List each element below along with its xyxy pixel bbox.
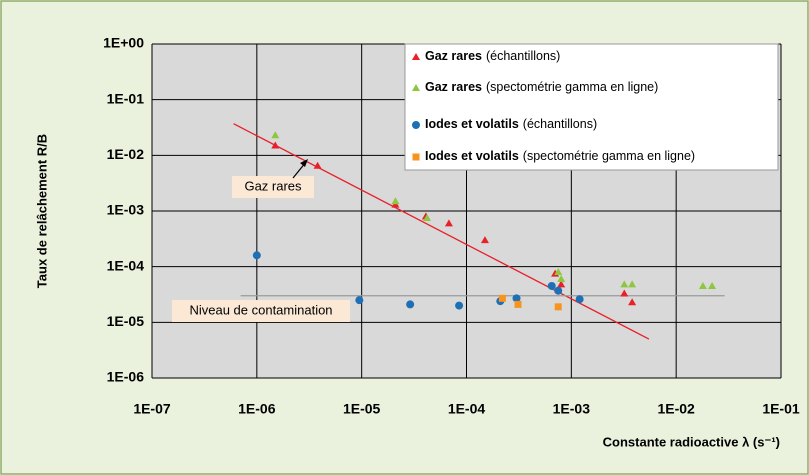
points — [252, 131, 717, 311]
marker — [252, 251, 261, 260]
legend-label: Iodes et volatils (spectométrie gamma en … — [425, 149, 695, 163]
legend — [404, 43, 779, 171]
y-tick-label: 1E-04 — [107, 257, 145, 273]
marker — [313, 161, 322, 169]
marker — [444, 219, 453, 227]
marker — [498, 294, 506, 302]
legend-detail: (spectométrie gamma en ligne) — [486, 80, 658, 94]
marker — [554, 303, 562, 311]
legend-name: Iodes et volatils — [425, 149, 519, 163]
marker — [412, 84, 420, 91]
marker — [554, 268, 563, 276]
y-tick-label: 1E+00 — [103, 35, 144, 51]
marker — [271, 141, 280, 149]
marker — [412, 153, 420, 161]
annotation: Niveau de contamination — [189, 302, 332, 317]
x-tick-label: 1E-06 — [238, 401, 276, 417]
x-axis-title: Constante radioactive λ (s⁻¹) — [603, 434, 780, 449]
marker — [455, 301, 464, 310]
marker — [628, 298, 637, 306]
x-tick-label: 1E-01 — [762, 401, 800, 417]
legend-detail: (échantillons) — [523, 117, 597, 131]
x-tick-label: 1E-02 — [657, 401, 695, 417]
marker — [514, 300, 522, 308]
legend-name: Gaz rares — [425, 80, 482, 94]
marker — [698, 281, 707, 289]
marker — [271, 131, 280, 139]
marker — [547, 281, 556, 290]
marker — [406, 300, 415, 309]
marker — [628, 280, 637, 288]
marker — [557, 280, 566, 288]
legend-name: Gaz rares — [425, 49, 482, 63]
legend-label: Gaz rares (spectométrie gamma en ligne) — [425, 80, 658, 94]
x-tick-label: 1E-05 — [343, 401, 381, 417]
annotation: Gaz rares — [244, 178, 302, 193]
annotation-box — [172, 300, 350, 322]
marker — [391, 197, 400, 205]
y-tick-label: 1E-06 — [107, 369, 145, 385]
marker — [620, 289, 629, 297]
legend-detail: (échantillons) — [486, 49, 560, 63]
marker — [557, 275, 566, 283]
marker — [412, 53, 420, 60]
marker — [412, 121, 420, 129]
legend-label: Gaz rares (échantillons) — [425, 49, 560, 63]
x-tick-label: 1E-03 — [553, 401, 591, 417]
legend-name: Iodes et volatils — [425, 117, 519, 131]
legend-detail: (spectométrie gamma en ligne) — [523, 149, 695, 163]
y-tick-label: 1E-02 — [107, 146, 145, 162]
marker — [480, 236, 489, 244]
legend-label: Iodes et volatils (échantillons) — [425, 117, 597, 131]
annotation-box — [232, 176, 314, 198]
y-tick-label: 1E-01 — [107, 90, 145, 106]
marker — [355, 296, 364, 305]
x-tick-label: 1E-04 — [448, 401, 486, 417]
marker — [554, 286, 563, 295]
arrow-head — [300, 159, 308, 167]
marker — [708, 281, 717, 289]
y-tick-label: 1E-05 — [107, 313, 145, 329]
marker — [620, 280, 629, 288]
marker — [423, 213, 432, 221]
legend-entries: Gaz rares (échantillons) Gaz rares (spectom… — [412, 49, 695, 163]
y-tick-label: 1E-03 — [107, 202, 145, 218]
x-tick-label: 1E-07 — [133, 401, 171, 417]
marker — [512, 294, 521, 303]
y-axis-title: Taux de relâchement R/B — [34, 134, 49, 288]
marker — [575, 295, 584, 304]
